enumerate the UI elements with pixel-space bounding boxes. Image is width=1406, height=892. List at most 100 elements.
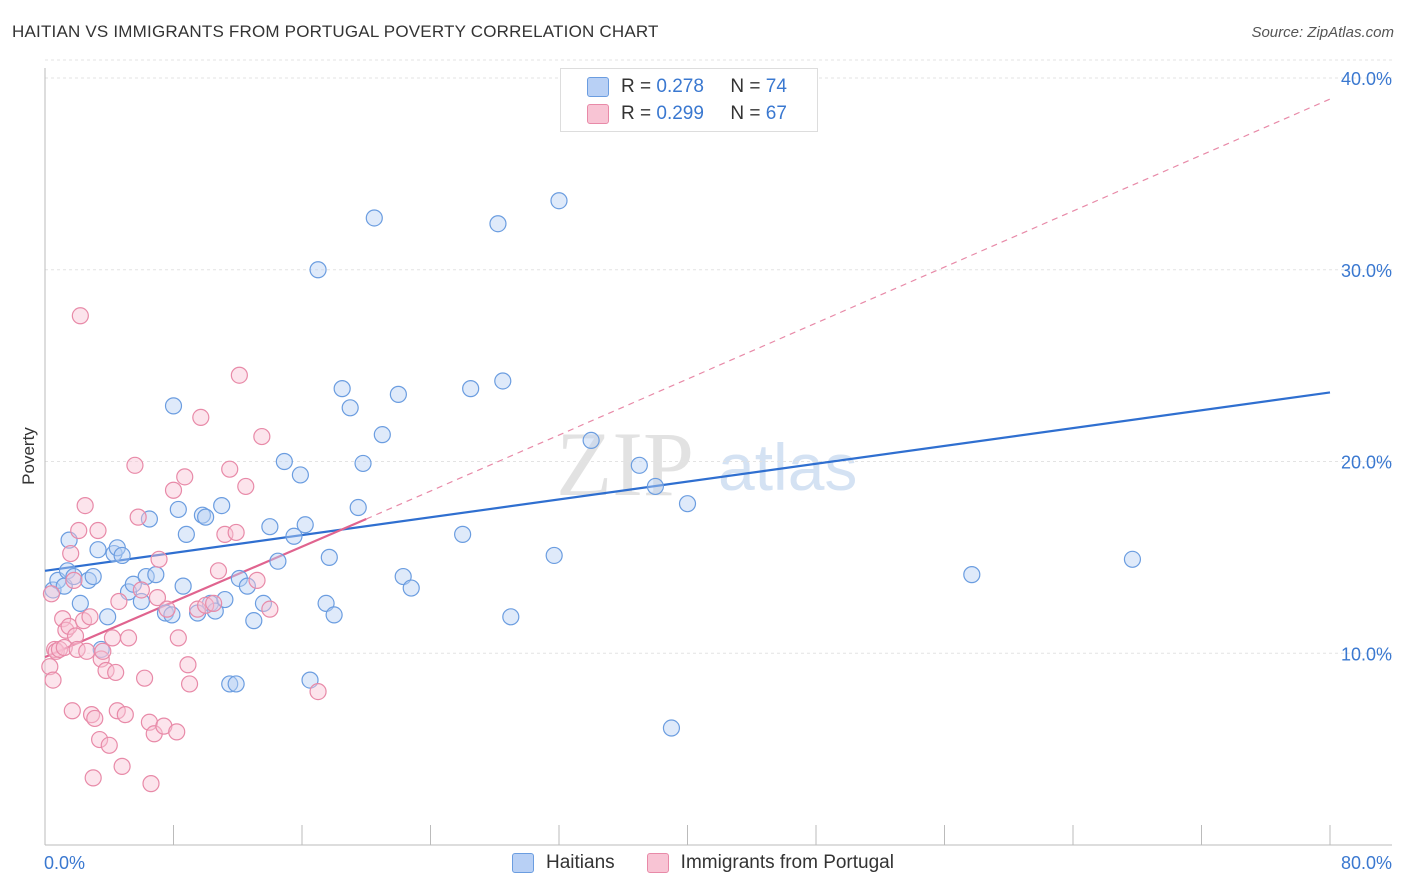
haitian-point: [320, 548, 338, 566]
chart-title: HAITIAN VS IMMIGRANTS FROM PORTUGAL POVE…: [12, 22, 659, 41]
portugal-point: [89, 521, 107, 540]
legend-item-haitians[interactable]: Haitians: [512, 852, 615, 874]
portugal-point: [119, 629, 138, 647]
haitian-point: [341, 399, 359, 417]
haitians-swatch: [512, 853, 535, 873]
haitian-point: [71, 594, 89, 612]
portugal-point: [81, 608, 99, 626]
haitian-point: [99, 608, 117, 626]
portugal-point: [179, 656, 197, 674]
portugal-point: [132, 581, 150, 599]
portugal-point: [188, 600, 207, 618]
haitian-point: [245, 612, 263, 630]
haitian-point: [58, 562, 77, 580]
portugal-point: [107, 663, 125, 682]
portugal-point: [78, 642, 96, 660]
haitian-point: [333, 380, 351, 398]
haitian-point: [402, 579, 420, 597]
legend-item-portugal[interactable]: Immigrants from Portugal: [646, 852, 894, 874]
watermark-zip: ZIP: [556, 413, 694, 515]
portugal-point: [76, 497, 94, 515]
portugal-point: [164, 481, 183, 499]
haitian-point: [489, 215, 507, 233]
r-label: R =: [621, 76, 652, 97]
portugal-point: [227, 523, 245, 542]
portugal-point: [116, 706, 134, 724]
haitian-trendline: [44, 391, 1331, 572]
haitian-point: [275, 452, 293, 471]
portugal-point: [135, 669, 154, 687]
r-value: 0.299: [656, 103, 704, 124]
haitian-point: [89, 541, 107, 559]
portugal-point: [230, 366, 248, 384]
portugal-point: [70, 521, 88, 540]
n-value: 67: [765, 103, 787, 124]
haitian-point: [662, 719, 681, 737]
x-tick-label-max: 80.0%: [1341, 853, 1392, 873]
portugal-point: [309, 682, 327, 701]
y-tick-label: 20.0%: [1341, 453, 1392, 473]
haitian-point: [494, 372, 512, 390]
portugal-point: [86, 709, 104, 728]
haitian-point: [197, 508, 215, 526]
haitian-point: [646, 477, 664, 496]
n-label: N =: [730, 76, 761, 97]
stats-legend: R = 0.278 N = 74 R = 0.299 N = 67: [560, 68, 818, 132]
portugal-point: [44, 671, 62, 689]
haitian-point: [582, 431, 600, 450]
haitian-point: [227, 675, 245, 693]
haitian-point: [630, 456, 648, 474]
haitian-point: [221, 675, 239, 693]
portugal-point: [103, 629, 122, 647]
portugal-point: [248, 571, 266, 589]
haitian-point: [285, 527, 303, 545]
x-tick-label-min: 0.0%: [44, 853, 85, 873]
portugal-point: [168, 723, 186, 741]
haitian-point: [164, 397, 183, 415]
r-value: 0.278: [656, 76, 704, 97]
chart-source: Source: ZipAtlas.com: [1251, 24, 1394, 41]
n-value: 74: [765, 76, 787, 97]
haitian-point: [113, 546, 131, 565]
portugal-point: [113, 757, 131, 775]
portugal-point: [253, 427, 271, 446]
portugal-point: [63, 702, 81, 720]
haitian-point: [169, 500, 187, 519]
haitian-point: [1123, 550, 1142, 568]
portugal-point: [94, 642, 112, 660]
haitian-point: [84, 567, 102, 586]
portugal-point: [142, 775, 160, 793]
haitian-point: [365, 209, 383, 227]
portugal-point: [150, 550, 168, 568]
portugal-trendline: [44, 518, 367, 659]
haitian-point: [963, 566, 981, 584]
portugal-point: [66, 627, 85, 645]
portugal-point: [62, 544, 80, 563]
haitian-point: [261, 518, 279, 536]
haitian-point: [238, 577, 256, 595]
haitian-point: [147, 566, 165, 584]
portugal-point: [192, 408, 210, 426]
series-legend: Haitians Immigrants from Portugal: [0, 852, 1406, 874]
haitian-point: [502, 608, 520, 626]
haitian-point: [216, 590, 234, 609]
haitian-point: [177, 525, 195, 543]
portugal-point: [55, 638, 73, 657]
haitian-point: [462, 380, 480, 398]
haitian-point: [309, 261, 327, 279]
portugal-point: [237, 477, 255, 496]
haitian-point: [678, 495, 697, 513]
portugal-point: [91, 730, 109, 749]
haitian-point: [349, 498, 367, 517]
portugal-swatch: [646, 853, 669, 873]
portugal-point: [126, 456, 144, 474]
haitian-point: [454, 525, 472, 543]
r-label: R =: [621, 103, 652, 124]
portugal-point: [100, 736, 118, 754]
y-tick-label: 40.0%: [1341, 69, 1392, 89]
portugal-point: [110, 592, 128, 611]
portugal-point: [84, 769, 102, 787]
y-tick-label: 30.0%: [1341, 261, 1392, 281]
haitian-point: [269, 552, 287, 570]
